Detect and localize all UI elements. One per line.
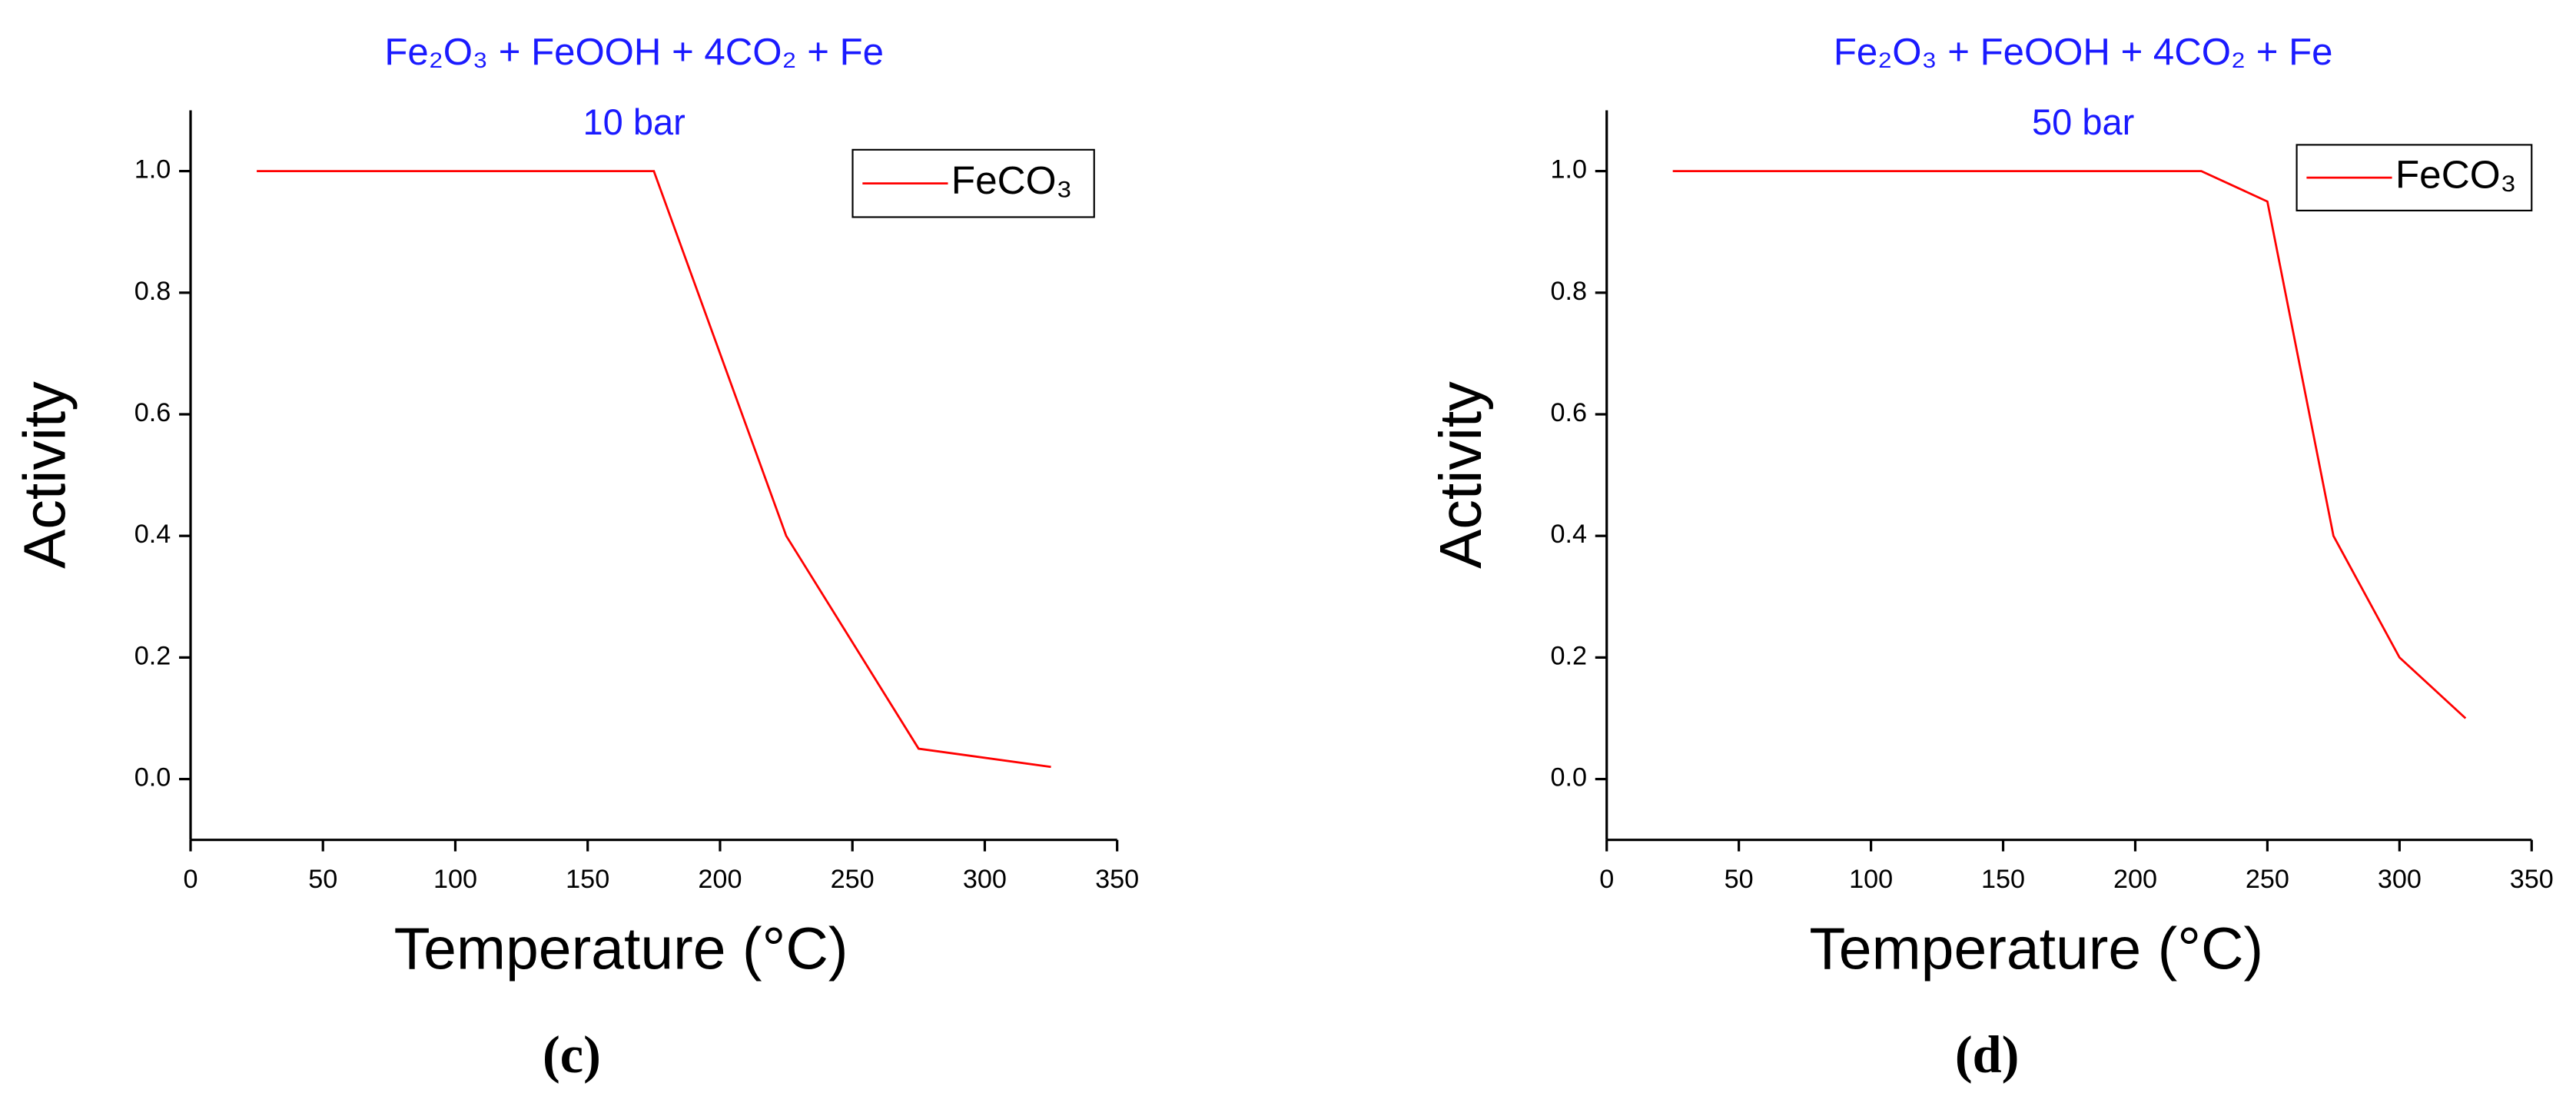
data-line (1672, 170, 2467, 719)
x-tick-label: 350 (2510, 865, 2554, 894)
x-axis-label: Temperature (°C) (1809, 916, 2263, 982)
panel-label: (d) (1955, 1025, 2020, 1084)
legend-label: FeCO₃ (951, 158, 1073, 202)
chart-subtitle: 10 bar (583, 101, 685, 142)
y-tick-label: 1.0 (134, 155, 171, 184)
y-tick-label: 0.2 (1551, 641, 1588, 670)
x-tick-label: 100 (433, 865, 477, 894)
x-tick-label: 0 (1599, 865, 1614, 894)
y-tick-label: 0.6 (1551, 398, 1588, 427)
panel-label: (c) (543, 1025, 601, 1084)
chart-title: Fe₂O₃ + FeOOH + 4CO₂ + Fe (384, 31, 884, 73)
y-tick-label: 0.2 (134, 641, 171, 670)
x-tick-label: 300 (963, 865, 1007, 894)
x-tick-label: 200 (2113, 865, 2157, 894)
chart-title: Fe₂O₃ + FeOOH + 4CO₂ + Fe (1834, 31, 2333, 73)
y-tick-label: 0.8 (1551, 277, 1588, 306)
y-tick-label: 0.0 (134, 763, 171, 792)
y-tick-label: 1.0 (1551, 155, 1588, 184)
legend-label: FeCO₃ (2395, 153, 2517, 197)
x-tick-label: 50 (1725, 865, 1754, 894)
data-line (257, 170, 1051, 769)
x-tick-label: 250 (2246, 865, 2289, 894)
y-axis-label: Activity (1428, 381, 1494, 569)
x-tick-label: 150 (566, 865, 609, 894)
x-tick-label: 300 (2378, 865, 2422, 894)
y-tick-label: 0.8 (134, 277, 171, 306)
x-tick-label: 100 (1849, 865, 1893, 894)
chart-subtitle: 50 bar (2032, 101, 2134, 142)
x-tick-label: 0 (183, 865, 198, 894)
y-tick-label: 0.0 (1551, 763, 1588, 792)
y-tick-label: 0.4 (134, 520, 171, 549)
y-tick-label: 0.6 (134, 398, 171, 427)
x-tick-label: 250 (831, 865, 875, 894)
y-tick-label: 0.4 (1551, 520, 1588, 549)
x-tick-label: 150 (1981, 865, 2025, 894)
chart-panel: Fe₂O₃ + FeOOH + 4CO₂ + Fe 10 bar (c) Temper… (12, 31, 1139, 1084)
x-tick-label: 200 (698, 865, 742, 894)
x-tick-label: 350 (1095, 865, 1139, 894)
x-tick-label: 50 (308, 865, 337, 894)
chart-panel: Fe₂O₃ + FeOOH + 4CO₂ + Fe 50 bar (d) Temper… (1428, 31, 2554, 1084)
y-axis-label: Activity (12, 381, 78, 569)
x-axis-label: Temperature (°C) (394, 916, 848, 982)
